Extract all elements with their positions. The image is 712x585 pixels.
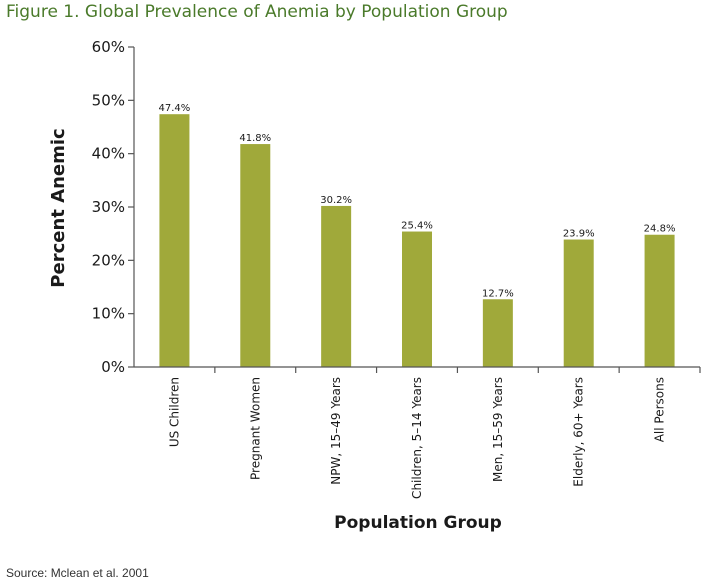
y-axis: 0% 10% 20% 30% 40% 50% 60% bbox=[92, 38, 135, 376]
bar bbox=[159, 114, 190, 367]
y-tick-label: 60% bbox=[92, 38, 125, 56]
bar-value-label: 25.4% bbox=[401, 221, 433, 232]
y-tick-label: 0% bbox=[101, 358, 125, 376]
x-tick-label: NPW, 15–49 Years bbox=[329, 377, 343, 485]
bar-value-label: 30.2% bbox=[320, 195, 352, 206]
bar-value-label: 12.7% bbox=[482, 288, 514, 299]
bar-value-label: 23.9% bbox=[563, 229, 595, 240]
y-tick-label: 10% bbox=[92, 305, 125, 323]
x-tick-label: Men, 15–59 Years bbox=[491, 377, 505, 482]
x-tick-label: Pregnant Women bbox=[248, 377, 262, 480]
y-tick-label: 40% bbox=[92, 145, 125, 163]
bar bbox=[240, 144, 271, 367]
y-tick-label: 30% bbox=[92, 198, 125, 216]
figure-title: Figure 1. Global Prevalence of Anemia by… bbox=[6, 2, 508, 22]
x-tick-label: Elderly, 60+ Years bbox=[572, 377, 586, 487]
bar bbox=[482, 299, 513, 367]
y-tick-label: 20% bbox=[92, 251, 125, 269]
bar-value-label: 24.8% bbox=[644, 224, 676, 235]
bar bbox=[644, 234, 675, 367]
bars: 47.4% 41.8% 30.2% 25.4% 12.7% 23.9% 24.8% bbox=[159, 103, 676, 367]
source-note: Source: Mclean et al. 2001 bbox=[6, 566, 149, 580]
x-axis-title: Population Group bbox=[334, 513, 502, 533]
bar bbox=[402, 231, 432, 367]
bar-value-label: 47.4% bbox=[159, 103, 191, 114]
y-tick-label: 50% bbox=[92, 91, 125, 109]
bar-value-label: 41.8% bbox=[239, 133, 271, 144]
x-tick-label: US Children bbox=[167, 377, 181, 447]
bar-chart: 0% 10% 20% 30% 40% 50% 60% 47.4% 41.8% 30.2% 25.4… bbox=[48, 38, 701, 533]
x-tick-label: Children, 5–14 Years bbox=[410, 377, 424, 499]
bar bbox=[563, 239, 594, 367]
x-tick-label: All Persons bbox=[653, 377, 667, 442]
y-axis-title: Percent Anemic bbox=[48, 128, 69, 287]
bar bbox=[321, 205, 352, 367]
x-axis: US Children Pregnant Women NPW, 15–49 Year… bbox=[134, 366, 701, 499]
